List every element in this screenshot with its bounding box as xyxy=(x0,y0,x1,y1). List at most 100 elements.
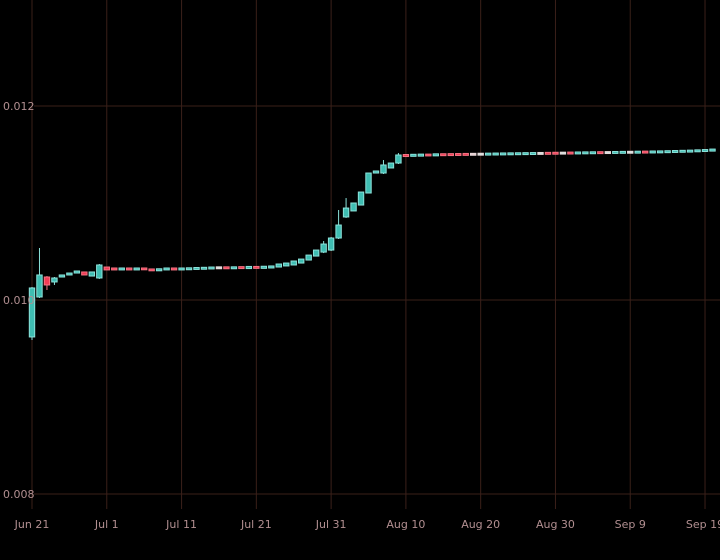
candle-body xyxy=(163,267,170,271)
candle-body xyxy=(499,152,507,156)
candle-body xyxy=(462,152,469,156)
x-axis-tick-label: Sep 9 xyxy=(615,518,646,531)
candle-body xyxy=(604,151,612,155)
candle-body xyxy=(612,150,619,154)
y-axis-tick-label: 0.012 xyxy=(3,100,35,113)
candle-body xyxy=(260,265,268,269)
candle-body xyxy=(395,154,402,164)
candle-body xyxy=(679,149,686,153)
candle-body xyxy=(298,258,305,264)
candle-body xyxy=(208,266,215,270)
candle-body xyxy=(28,287,36,338)
candle-body xyxy=(215,266,223,270)
x-axis-tick-label: Aug 10 xyxy=(386,518,425,531)
candle-body xyxy=(477,152,484,156)
x-axis-tick-label: Jun 21 xyxy=(14,518,50,531)
x-axis-tick-label: Sep 19 xyxy=(686,518,720,531)
candle-body xyxy=(537,151,544,155)
candle-body xyxy=(312,249,320,257)
candle-body xyxy=(627,150,634,154)
candle-body xyxy=(582,151,589,155)
candle-body xyxy=(552,151,559,155)
candle-body xyxy=(484,152,492,156)
y-axis-tick-label: 0.008 xyxy=(3,488,35,501)
candle-body xyxy=(58,274,66,278)
candle-body xyxy=(103,266,110,271)
candle-body xyxy=(43,276,51,286)
candle-body xyxy=(619,150,626,154)
candle-body xyxy=(455,153,462,156)
x-axis-tick-label: Aug 30 xyxy=(536,518,575,531)
candle-body xyxy=(694,149,701,153)
candle-body xyxy=(170,267,178,271)
candle-body xyxy=(66,272,73,276)
candles-layer xyxy=(28,148,716,340)
candle-body xyxy=(440,153,447,157)
candle-body xyxy=(51,277,58,283)
candle-body xyxy=(96,264,103,279)
candle-body xyxy=(230,266,238,270)
candle-body xyxy=(126,267,133,271)
candle-body xyxy=(656,150,664,154)
candle-body xyxy=(342,207,350,218)
x-axis-tick-label: Aug 20 xyxy=(461,518,500,531)
x-axis-labels: Jun 21 Jul 1 Jul 11 Jul 21 Jul 31 Aug 10 Aug 2… xyxy=(14,518,720,531)
candle-body xyxy=(140,267,148,271)
candle-body xyxy=(492,152,499,156)
candle-body xyxy=(305,254,312,261)
candle-body xyxy=(268,265,275,269)
candle-body xyxy=(387,162,395,169)
candle-body xyxy=(335,224,342,239)
candle-body xyxy=(634,150,641,154)
x-axis-tick-label: Jul 11 xyxy=(165,518,197,531)
candle-body xyxy=(155,268,163,272)
y-axis-labels: 0.012 0.010 0.008 xyxy=(3,100,35,501)
candle-body xyxy=(649,150,656,154)
candle-body xyxy=(544,151,552,155)
candle-body xyxy=(417,153,425,157)
candle-body xyxy=(671,150,679,153)
candle-body xyxy=(507,152,514,156)
candle-body xyxy=(529,152,537,155)
candle-body xyxy=(410,153,417,157)
candle-body xyxy=(223,266,230,270)
grid-lines xyxy=(31,0,720,509)
candle-body xyxy=(522,152,529,156)
candle-body xyxy=(365,172,372,194)
candle-body xyxy=(238,266,245,270)
candle-body xyxy=(253,265,260,269)
candle-body xyxy=(283,262,290,267)
candle-body xyxy=(185,267,193,271)
candle-body xyxy=(380,164,387,174)
candle-body xyxy=(574,151,582,155)
candle-body xyxy=(425,153,432,157)
candle-body xyxy=(447,153,454,157)
candle-body xyxy=(567,151,574,155)
candle-body xyxy=(88,271,96,277)
candle-body xyxy=(327,237,335,251)
candle-body xyxy=(709,148,716,152)
candle-body xyxy=(350,202,357,212)
candle-body xyxy=(148,268,155,272)
x-axis-tick-label: Jul 31 xyxy=(315,518,347,531)
candle-body xyxy=(402,154,410,158)
candle-body xyxy=(133,267,140,271)
candle-body xyxy=(200,266,208,270)
candle-body xyxy=(559,151,567,155)
candle-body xyxy=(641,150,649,154)
candle-body xyxy=(275,263,282,268)
candle-body xyxy=(193,267,200,270)
candle-body xyxy=(664,150,671,154)
candle-body xyxy=(290,260,297,266)
candle-body xyxy=(36,274,43,298)
x-axis-tick-label: Jul 1 xyxy=(94,518,119,531)
candle-body xyxy=(470,152,477,156)
y-axis-tick-label: 0.010 xyxy=(3,294,35,307)
candle-body xyxy=(111,267,118,271)
candle-body xyxy=(701,149,709,152)
candle-body xyxy=(357,191,365,206)
candle-body xyxy=(372,170,380,174)
candle-body xyxy=(514,152,522,156)
